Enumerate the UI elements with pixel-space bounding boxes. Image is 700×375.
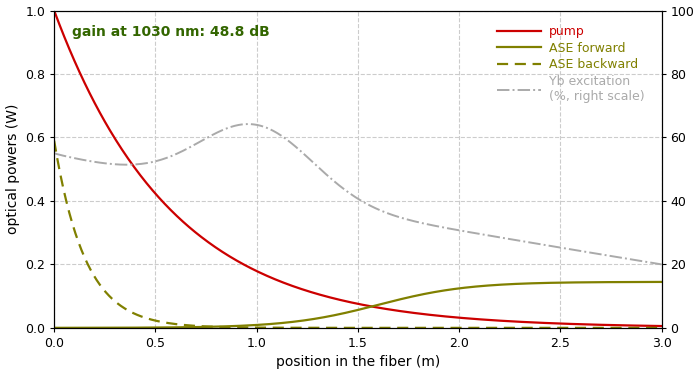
Y-axis label: optical powers (W): optical powers (W) (6, 104, 20, 234)
Text: gain at 1030 nm: 48.8 dB: gain at 1030 nm: 48.8 dB (72, 25, 270, 39)
Legend: pump, ASE forward, ASE backward, Yb excitation
(%, right scale): pump, ASE forward, ASE backward, Yb exci… (492, 20, 649, 108)
X-axis label: position in the fiber (m): position in the fiber (m) (276, 356, 440, 369)
